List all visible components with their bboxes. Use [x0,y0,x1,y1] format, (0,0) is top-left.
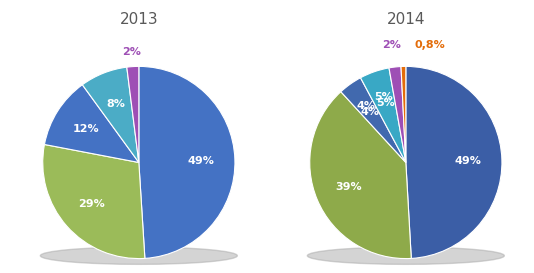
Text: 49%: 49% [455,156,482,166]
Wedge shape [127,66,139,162]
Title: 2013: 2013 [120,13,158,27]
Text: 2%: 2% [122,47,142,57]
Text: 12%: 12% [73,124,99,134]
Text: 49%: 49% [188,156,215,165]
Wedge shape [341,78,406,162]
Text: 4%: 4% [360,106,379,117]
Wedge shape [401,66,406,162]
Text: 39%: 39% [335,182,362,192]
Wedge shape [360,68,406,162]
Wedge shape [310,92,411,259]
Text: 0,8%: 0,8% [414,40,445,50]
Title: 2014: 2014 [387,13,425,27]
Wedge shape [406,66,502,259]
Text: 29%: 29% [78,199,105,209]
Ellipse shape [308,247,504,264]
Text: 5%: 5% [376,99,395,108]
Wedge shape [82,67,139,162]
Wedge shape [44,85,139,162]
Text: 2%: 2% [382,40,401,50]
Wedge shape [139,66,235,259]
Wedge shape [389,67,406,162]
Text: 8%: 8% [106,99,125,109]
Text: 5%: 5% [374,92,392,102]
Wedge shape [43,144,145,259]
Ellipse shape [41,247,237,264]
Text: 4%: 4% [356,101,375,111]
